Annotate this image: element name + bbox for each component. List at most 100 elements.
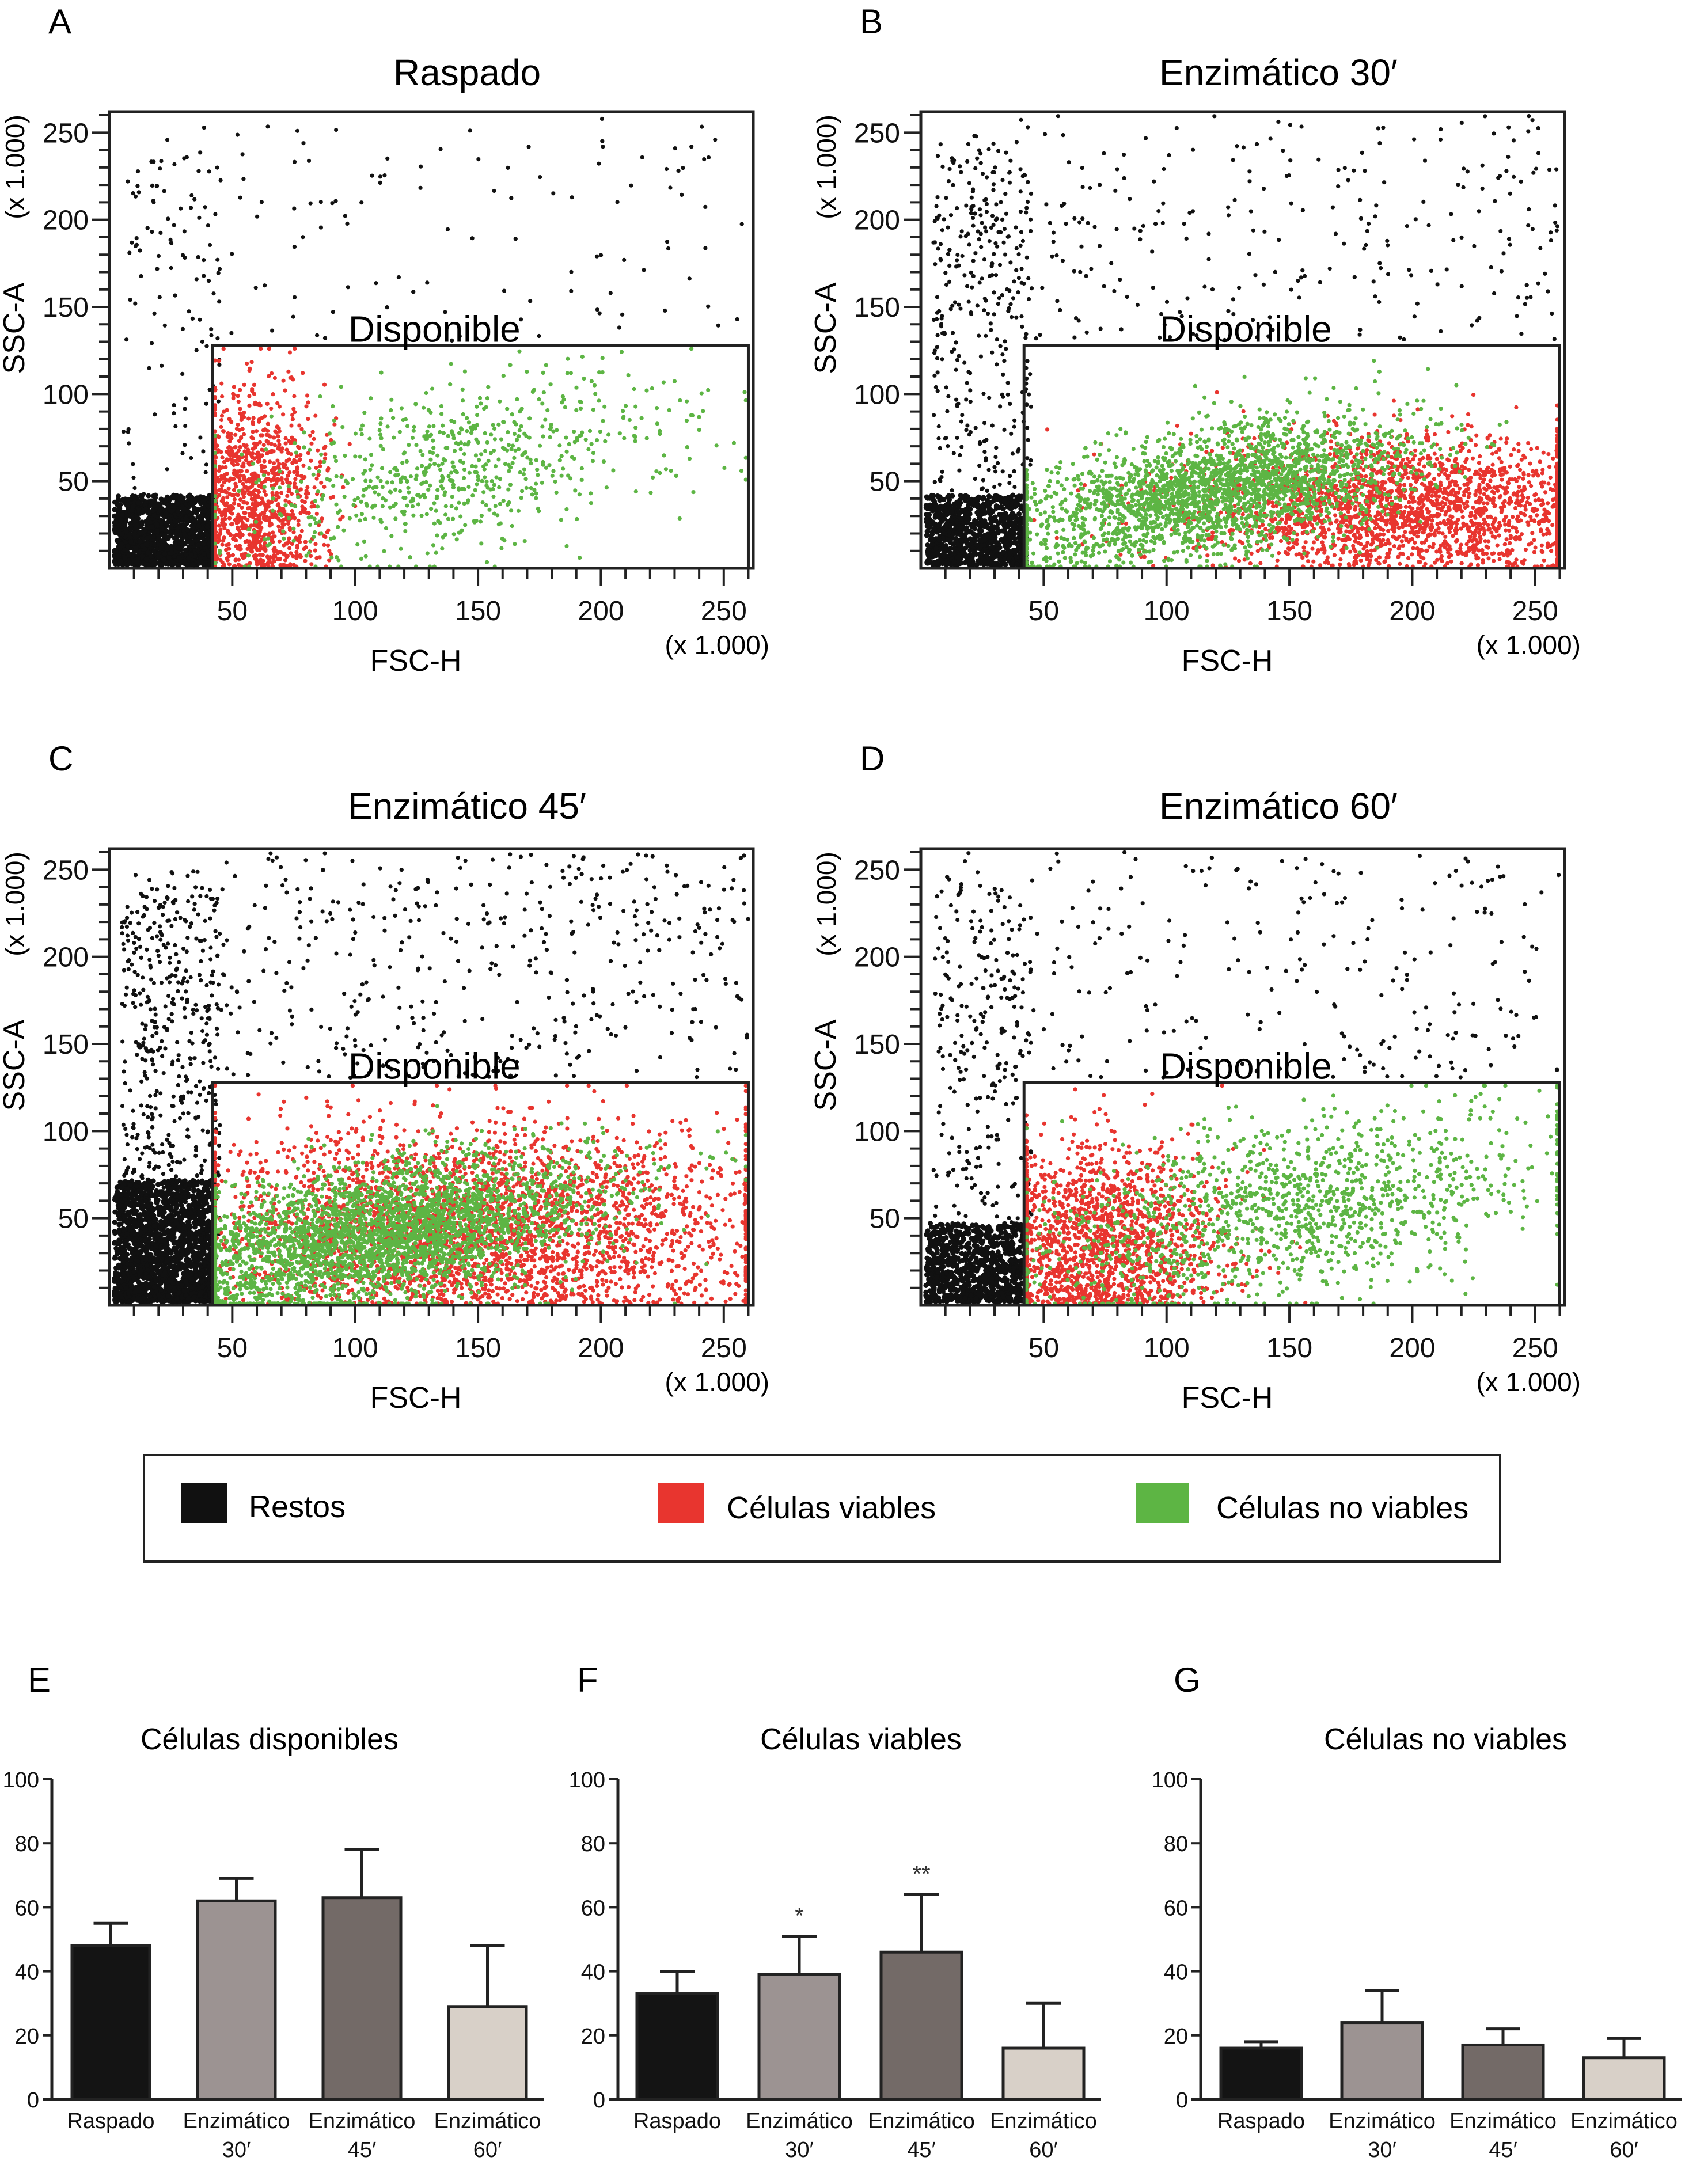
- no-viable-point: [457, 431, 462, 435]
- no-viable-point: [410, 504, 415, 508]
- no-viable-point: [477, 458, 481, 462]
- restos-point: [201, 551, 207, 557]
- restos-point: [172, 223, 176, 227]
- no-viable-point: [362, 539, 367, 544]
- restos-point: [1299, 124, 1304, 129]
- restos-point: [982, 450, 987, 454]
- restos-point: [1206, 257, 1211, 261]
- restos-point: [1089, 267, 1094, 271]
- no-viable-point: [591, 451, 596, 455]
- restos-point: [933, 385, 938, 390]
- viable-point: [255, 451, 259, 457]
- restos-point: [1253, 273, 1258, 278]
- restos-point: [126, 430, 130, 434]
- restos-point: [977, 207, 982, 212]
- restos-point: [238, 195, 242, 200]
- no-viable-point: [534, 481, 538, 486]
- no-viable-point: [329, 555, 334, 560]
- restos-point: [124, 337, 129, 342]
- viable-point: [284, 466, 289, 471]
- restos-point: [959, 170, 963, 174]
- restos-point: [1026, 125, 1030, 130]
- no-viable-point: [633, 404, 638, 409]
- viable-point: [234, 492, 239, 497]
- no-viable-point: [497, 485, 502, 490]
- restos-point: [991, 141, 996, 146]
- restos-point: [1543, 271, 1547, 276]
- restos-point: [597, 311, 602, 316]
- viable-point: [233, 445, 237, 450]
- restos-point: [163, 511, 169, 516]
- no-viable-point: [541, 459, 545, 465]
- restos-point: [166, 216, 170, 221]
- restos-point: [215, 336, 220, 341]
- restos-point: [528, 299, 533, 303]
- restos-point: [988, 321, 993, 326]
- no-viable-point: [479, 514, 484, 518]
- no-viable-point: [667, 408, 671, 412]
- restos-point: [202, 497, 207, 503]
- restos-point: [966, 503, 971, 509]
- restos-point: [984, 298, 988, 303]
- restos-point: [192, 197, 197, 202]
- restos-point: [1029, 458, 1033, 463]
- no-viable-point: [506, 487, 511, 492]
- viable-point: [242, 432, 246, 436]
- restos-point: [1132, 226, 1137, 231]
- no-viable-point: [289, 503, 294, 507]
- viable-point: [270, 491, 275, 496]
- viable-point: [238, 445, 242, 449]
- viable-point: [306, 400, 310, 405]
- no-viable-point: [731, 440, 736, 446]
- restos-point: [950, 488, 954, 493]
- restos-point: [1061, 133, 1065, 138]
- restos-point: [148, 553, 154, 559]
- restos-point: [1167, 153, 1171, 158]
- restos-point: [126, 531, 132, 537]
- restos-point: [202, 258, 206, 263]
- restos-point: [982, 308, 986, 313]
- restos-point: [229, 331, 234, 336]
- viable-point: [251, 430, 255, 434]
- restos-point: [143, 506, 149, 512]
- restos-point: [739, 222, 744, 226]
- restos-point: [967, 536, 973, 542]
- restos-point: [1038, 333, 1042, 337]
- restos-point: [197, 516, 203, 522]
- restos-point: [165, 502, 170, 508]
- no-viable-point: [572, 440, 577, 445]
- restos-point: [948, 517, 954, 523]
- restos-point: [1012, 424, 1016, 429]
- restos-point: [506, 165, 510, 170]
- restos-point: [979, 487, 984, 492]
- restos-point: [601, 145, 605, 149]
- restos-point: [1288, 123, 1292, 127]
- no-viable-point: [536, 473, 540, 477]
- restos-point: [947, 248, 952, 252]
- restos-point: [189, 193, 194, 197]
- viable-point: [265, 428, 270, 433]
- viable-point: [238, 547, 242, 552]
- restos-point: [118, 518, 124, 523]
- no-viable-point: [450, 495, 454, 499]
- no-viable-point: [432, 521, 437, 526]
- restos-point: [1000, 550, 1005, 556]
- restos-point: [1080, 166, 1084, 170]
- y-tick-label: 50: [58, 467, 89, 497]
- restos-point: [1536, 151, 1541, 155]
- viable-point: [256, 489, 261, 493]
- viable-point: [249, 435, 254, 440]
- viable-point: [290, 508, 294, 514]
- no-viable-point: [286, 484, 291, 489]
- viable-point: [283, 388, 287, 393]
- no-viable-point: [380, 504, 385, 508]
- restos-point: [1508, 242, 1512, 247]
- restos-point: [179, 541, 185, 546]
- restos-point: [703, 246, 708, 250]
- restos-point: [1530, 118, 1535, 123]
- viable-point: [253, 499, 258, 504]
- restos-point: [1546, 289, 1550, 294]
- no-viable-point: [535, 468, 540, 472]
- restos-point: [1002, 529, 1008, 534]
- restos-point: [183, 407, 187, 411]
